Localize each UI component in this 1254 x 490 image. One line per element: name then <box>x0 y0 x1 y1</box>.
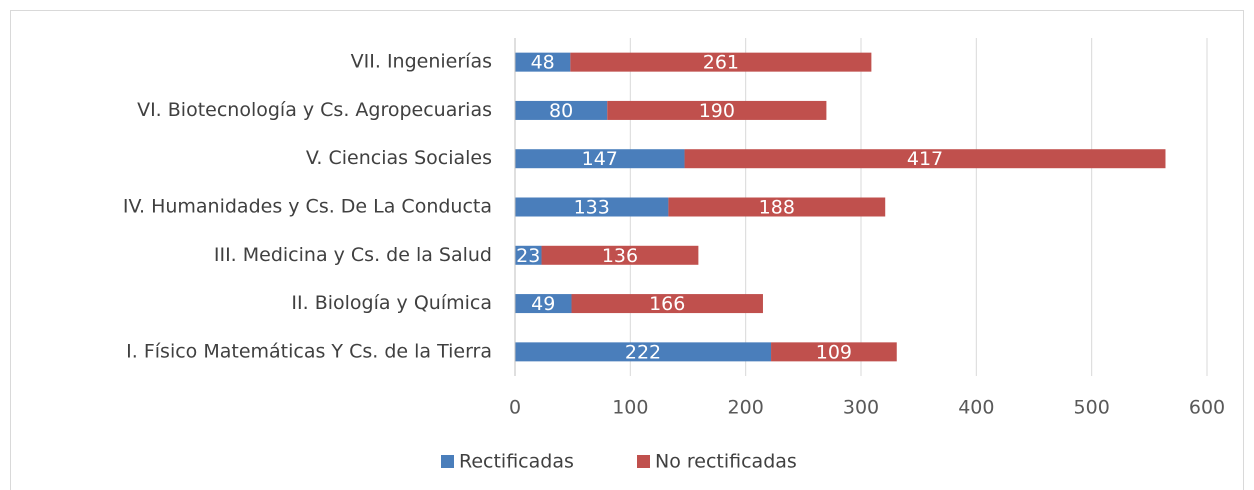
data-label: 261 <box>703 52 739 74</box>
data-label: 80 <box>549 100 573 122</box>
bar-segment <box>515 100 608 120</box>
data-label: 166 <box>649 293 685 315</box>
x-tick-label: 400 <box>958 397 994 419</box>
bar-segment <box>515 149 685 169</box>
data-label: 136 <box>602 245 638 267</box>
data-label: 190 <box>699 100 735 122</box>
y-tick-label: VI. Biotecnología y Cs. Agropecuarias <box>137 99 492 121</box>
bar-segment <box>541 245 699 265</box>
x-tick-label: 300 <box>843 397 879 419</box>
data-label: 109 <box>816 341 852 363</box>
y-tick-label: IV. Humanidades y Cs. De La Conducta <box>123 196 492 218</box>
bar-segment <box>571 294 763 314</box>
bar-segment <box>515 52 571 72</box>
data-label: 133 <box>574 197 610 219</box>
legend-swatch <box>637 455 650 468</box>
data-label: 48 <box>531 52 555 74</box>
data-label: 188 <box>759 197 795 219</box>
bar-segment <box>570 52 872 72</box>
x-tick-label: 600 <box>1189 397 1225 419</box>
x-tick-label: 500 <box>1074 397 1110 419</box>
legend-label: No rectificadas <box>655 451 797 473</box>
x-tick-label: 0 <box>509 397 521 419</box>
y-tick-label: II. Biología y Química <box>291 292 492 314</box>
bar-segment <box>684 149 1166 169</box>
bar-segment <box>515 197 669 217</box>
x-tick-label: 100 <box>612 397 648 419</box>
y-tick-label: III. Medicina y Cs. de la Salud <box>214 244 492 266</box>
y-tick-label: VII. Ingenierías <box>351 51 492 73</box>
bar-segment <box>515 342 772 362</box>
legend-swatch <box>441 455 454 468</box>
bar-segment <box>607 100 827 120</box>
x-tick-label: 200 <box>728 397 764 419</box>
bar-segment <box>515 294 572 314</box>
bar-segment <box>668 197 886 217</box>
y-tick-label: I. Físico Matemáticas Y Cs. de la Tierra <box>126 340 492 362</box>
data-label: 222 <box>625 341 661 363</box>
legend-label: Rectificadas <box>459 451 574 473</box>
bar-segment <box>771 342 897 362</box>
data-label: 49 <box>531 293 555 315</box>
data-label: 23 <box>516 245 540 267</box>
data-label: 147 <box>582 148 618 170</box>
data-label: 417 <box>907 148 943 170</box>
y-tick-label: V. Ciencias Sociales <box>306 147 492 169</box>
bar-segment <box>515 245 542 265</box>
